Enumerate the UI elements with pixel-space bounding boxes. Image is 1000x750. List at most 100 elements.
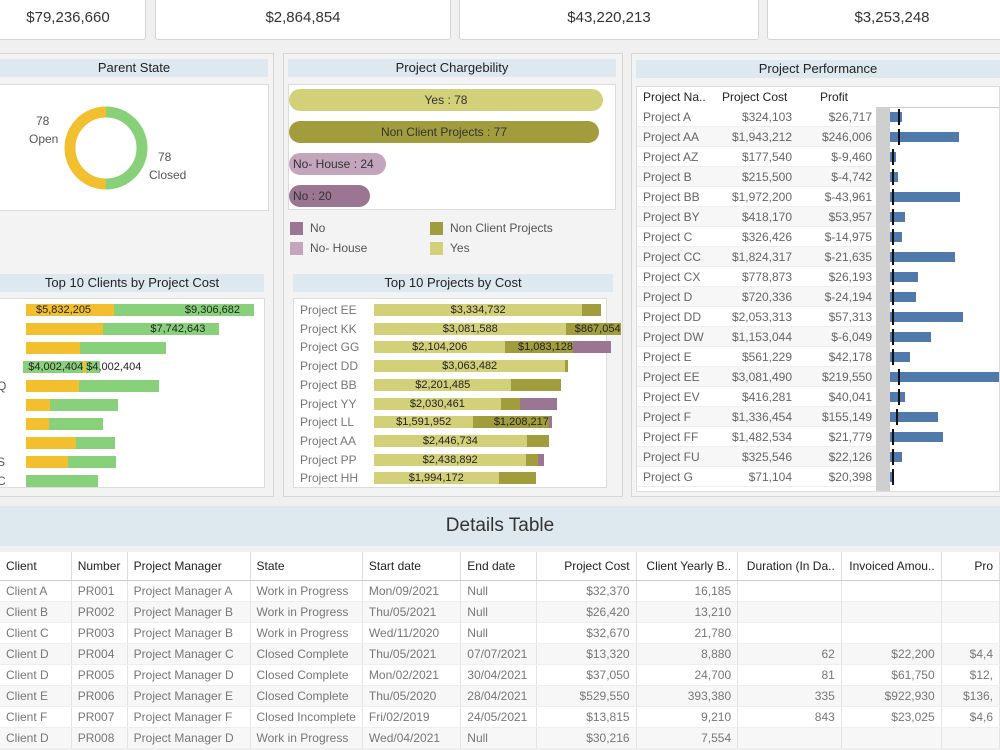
project-cost-bar[interactable] (519, 397, 557, 410)
perf-header-name[interactable]: Project Na.. (643, 90, 706, 104)
perf-row[interactable]: Project C $326,426 $-14,975 (637, 227, 876, 247)
details-row[interactable]: Client F PR007 Project Manager F Closed Inc… (0, 706, 1000, 728)
project-cost-bar[interactable]: $1,208,217 (473, 416, 549, 429)
perf-row[interactable]: Project DD $2,053,313 $57,313 (637, 307, 876, 327)
details-header-cell[interactable]: Pro (941, 552, 1000, 581)
client-closed-bar[interactable] (78, 380, 159, 392)
perf-header-cost[interactable]: Project Cost (722, 90, 788, 104)
perf-cost-bar[interactable] (890, 252, 956, 262)
perf-cost-bar[interactable] (890, 312, 964, 322)
project-cost-bar[interactable] (537, 453, 544, 466)
perf-cost-bar[interactable] (890, 192, 961, 202)
client-open-bar[interactable] (26, 456, 69, 468)
details-row[interactable]: Client E PR006 Project Manager E Closed Com… (0, 685, 1000, 707)
details-row[interactable]: Client A PR001 Project Manager A Work in Pr… (0, 580, 1000, 602)
details-row[interactable]: Client D PR005 Project Manager D Closed Com… (0, 664, 1000, 686)
perf-row[interactable]: Project CX $778,873 $26,193 (637, 267, 876, 287)
project-cost-bar[interactable]: $2,030,461 (374, 397, 501, 410)
perf-cost-bar[interactable] (890, 132, 960, 142)
client-open-bar[interactable] (26, 418, 49, 430)
details-header-cell[interactable]: Duration (In Da.. (737, 552, 842, 581)
client-open-bar[interactable]: $5,832,205 (26, 304, 114, 316)
client-closed-bar[interactable] (80, 342, 167, 354)
perf-row[interactable]: Project FF $1,482,534 $21,779 (637, 427, 876, 447)
legend-label[interactable]: No (310, 221, 326, 235)
project-cost-bar[interactable]: $2,446,734 (374, 434, 527, 447)
client-closed-bar[interactable] (68, 456, 117, 468)
chargebility-bar[interactable]: No- House : 24 (289, 153, 386, 175)
perf-row[interactable]: Project G $71,104 $20,398 (637, 467, 876, 487)
project-cost-bar[interactable] (511, 378, 562, 391)
chargebility-bar[interactable]: Non Client Projects : 77 (289, 121, 599, 143)
perf-cost-bar[interactable] (890, 412, 938, 422)
project-cost-bar[interactable]: $1,591,952 (374, 416, 474, 429)
project-cost-bar[interactable]: $2,104,206 (374, 341, 506, 354)
perf-row[interactable]: Project BB $1,972,200 $-43,961 (637, 187, 876, 207)
perf-row[interactable]: Project B $215,500 $-4,742 (637, 167, 876, 187)
perf-cost-bar[interactable] (890, 352, 911, 362)
perf-cost-bar[interactable] (890, 372, 999, 382)
perf-row[interactable]: Project DW $1,153,044 $-6,049 (637, 327, 876, 347)
perf-row[interactable]: Project BY $418,170 $53,957 (637, 207, 876, 227)
details-header-cell[interactable]: Project Cost (536, 552, 637, 581)
perf-row[interactable]: Project CC $1,824,317 $-21,635 (637, 247, 876, 267)
client-open-bar[interactable] (26, 437, 76, 449)
perf-cost-bar[interactable] (890, 212, 905, 222)
client-closed-bar[interactable] (48, 418, 103, 430)
perf-row[interactable]: Project F $1,336,454 $155,149 (637, 407, 876, 427)
legend-label[interactable]: Yes (450, 241, 470, 255)
donut-closed-segment[interactable] (64, 106, 148, 190)
perf-cost-bar[interactable] (890, 392, 905, 402)
perf-row[interactable]: Project A $324,103 $26,717 (637, 107, 876, 127)
project-cost-bar[interactable]: $3,063,482 (374, 360, 566, 373)
project-cost-bar[interactable]: $3,081,588 (374, 322, 567, 335)
perf-cost-bar[interactable] (890, 332, 932, 342)
details-header-cell[interactable]: End date (460, 552, 537, 581)
perf-row[interactable]: Project AZ $177,540 $-9,460 (637, 147, 876, 167)
project-cost-bar[interactable] (548, 416, 552, 429)
legend-label[interactable]: Non Client Projects (450, 221, 553, 235)
client-open-bar[interactable] (26, 323, 103, 335)
client-open-bar[interactable] (26, 380, 79, 392)
client-closed-bar[interactable] (75, 437, 115, 449)
perf-row[interactable]: Project EE $3,081,490 $219,550 (637, 367, 876, 387)
project-cost-bar[interactable] (565, 360, 569, 373)
perf-cost-bar[interactable] (890, 232, 902, 242)
details-header-cell[interactable]: Start date (362, 552, 462, 581)
details-row[interactable]: Client D PR008 Project Manager D Work in Pr… (0, 727, 1000, 749)
perf-row[interactable]: Project EV $416,281 $40,041 (637, 387, 876, 407)
perf-row[interactable]: Project E $561,229 $42,178 (637, 347, 876, 367)
details-header-cell[interactable]: State (250, 552, 363, 581)
project-cost-bar[interactable]: $2,201,485 (374, 378, 512, 391)
perf-cost-bar[interactable] (890, 272, 918, 282)
details-header-cell[interactable]: Client (0, 552, 72, 581)
project-cost-bar[interactable] (526, 434, 549, 447)
project-cost-bar[interactable]: $1,994,172 (374, 472, 499, 485)
details-header-cell[interactable]: Number (71, 552, 128, 581)
client-closed-bar[interactable]: $9,306,682 (113, 304, 254, 316)
details-row[interactable]: Client B PR002 Project Manager B Work in Pr… (0, 601, 1000, 623)
details-header-cell[interactable]: Client Yearly B.. (636, 552, 739, 581)
details-row[interactable]: Client C PR003 Project Manager B Work in Pr… (0, 622, 1000, 644)
legend-label[interactable]: No- House (310, 241, 368, 255)
client-open-bar[interactable] (26, 399, 51, 411)
perf-header-profit[interactable]: Profit (820, 90, 849, 104)
perf-cost-bar[interactable] (890, 452, 902, 462)
client-open-bar[interactable] (26, 342, 81, 354)
project-cost-bar[interactable]: $2,438,892 (374, 453, 527, 466)
details-row[interactable]: Client D PR004 Project Manager C Closed Com… (0, 643, 1000, 665)
perf-row[interactable]: Project FU $325,546 $22,126 (637, 447, 876, 467)
client-closed-bar[interactable]: $7,742,643 (102, 323, 220, 335)
perf-cost-bar[interactable] (890, 112, 902, 122)
perf-cost-bar[interactable] (890, 432, 943, 442)
project-cost-bar[interactable] (573, 341, 611, 354)
details-header-cell[interactable]: Project Manager (127, 552, 251, 581)
perf-cost-bar[interactable] (890, 292, 916, 302)
chargebility-bar[interactable]: No : 20 (289, 185, 370, 207)
chargebility-bar[interactable]: Yes : 78 (289, 89, 603, 111)
perf-row[interactable]: Project D $720,336 $-24,194 (637, 287, 876, 307)
project-cost-bar[interactable]: $1,083,128 (505, 341, 574, 354)
perf-row[interactable]: Project AA $1,943,212 $246,006 (637, 127, 876, 147)
project-cost-bar[interactable] (526, 453, 538, 466)
client-closed-bar[interactable]: $4,002,404 (86, 361, 142, 373)
